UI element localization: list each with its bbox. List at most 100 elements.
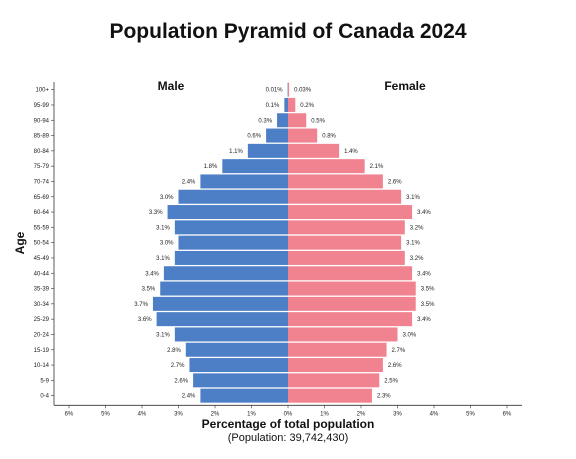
- age-tick-15-19: 15-19: [34, 348, 50, 354]
- bar-female-15-19: [288, 342, 387, 357]
- bar-female-50-54: [288, 235, 402, 250]
- age-tick-40-44: 40-44: [34, 271, 50, 277]
- bar-female-5-9: [288, 373, 380, 388]
- legend-male-label: Male: [158, 79, 185, 93]
- bar-male-55-59: [174, 220, 288, 235]
- bar-female-25-29: [288, 312, 413, 327]
- y-axis-title: Age: [13, 231, 27, 254]
- age-tick-65-69: 65-69: [34, 195, 50, 201]
- label-male-0-4: 2.4%: [182, 394, 196, 400]
- label-male-50-54: 3.0%: [160, 241, 174, 247]
- bar-female-85-89: [288, 128, 318, 143]
- age-tick-50-54: 50-54: [34, 241, 50, 247]
- bar-male-75-79: [222, 159, 288, 174]
- label-female-100+: 0.03%: [294, 88, 312, 94]
- label-male-30-34: 3.7%: [134, 302, 148, 308]
- label-female-40-44: 3.4%: [417, 271, 431, 277]
- bar-female-30-34: [288, 296, 416, 311]
- labels-layer: 0.01% 0.03% 0.1% 0.2% 0.3% 0.5% 0.6% 0.8% 1.1% 1.…: [134, 88, 435, 400]
- bar-male-15-19: [185, 342, 288, 357]
- bar-female-80-84: [288, 143, 340, 158]
- label-male-35-39: 3.5%: [142, 287, 156, 293]
- label-male-85-89: 0.6%: [247, 134, 261, 140]
- label-female-20-24: 3.0%: [403, 332, 417, 338]
- age-tick-10-14: 10-14: [34, 363, 50, 369]
- bar-female-20-24: [288, 327, 398, 342]
- bar-male-45-49: [174, 250, 288, 265]
- bar-female-55-59: [288, 220, 405, 235]
- bar-male-10-14: [189, 358, 288, 373]
- bar-female-70-74: [288, 174, 383, 189]
- label-female-95-99: 0.2%: [300, 103, 314, 109]
- label-male-20-24: 3.1%: [156, 332, 170, 338]
- bar-male-50-54: [178, 235, 288, 250]
- bar-male-90-94: [277, 113, 288, 128]
- bar-male-100+: [287, 82, 289, 97]
- age-tick-90-94: 90-94: [34, 118, 50, 124]
- bar-female-95-99: [288, 97, 296, 112]
- label-female-35-39: 3.5%: [421, 287, 435, 293]
- axes-layer: 100+ 95-99 90-94 85-89 80-84 75-79 70-74 65-69 6…: [34, 82, 522, 417]
- label-female-60-64: 3.4%: [417, 210, 431, 216]
- bar-male-65-69: [178, 189, 288, 204]
- label-male-65-69: 3.0%: [160, 195, 174, 201]
- bar-female-75-79: [288, 159, 365, 174]
- age-tick-55-59: 55-59: [34, 225, 50, 231]
- x-tick-label: 4%: [430, 411, 439, 417]
- age-tick-20-24: 20-24: [34, 332, 50, 338]
- bar-female-35-39: [288, 281, 416, 296]
- age-tick-35-39: 35-39: [34, 287, 50, 293]
- bar-male-20-24: [174, 327, 288, 342]
- label-female-65-69: 3.1%: [406, 195, 420, 201]
- x-tick-label: 2%: [211, 411, 220, 417]
- age-tick-0-4: 0-4: [40, 394, 49, 400]
- label-male-95-99: 0.1%: [266, 103, 280, 109]
- label-male-70-74: 2.4%: [182, 179, 196, 185]
- label-male-40-44: 3.4%: [145, 271, 159, 277]
- bar-female-60-64: [288, 205, 413, 220]
- age-tick-30-34: 30-34: [34, 302, 50, 308]
- label-male-15-19: 2.8%: [167, 348, 181, 354]
- age-tick-70-74: 70-74: [34, 179, 50, 185]
- age-tick-5-9: 5-9: [40, 378, 49, 384]
- label-female-45-49: 3.2%: [410, 256, 424, 262]
- label-male-45-49: 3.1%: [156, 256, 170, 262]
- age-tick-60-64: 60-64: [34, 210, 50, 216]
- bar-male-70-74: [200, 174, 288, 189]
- bar-female-40-44: [288, 266, 413, 281]
- label-male-75-79: 1.8%: [204, 164, 218, 170]
- label-female-75-79: 2.1%: [370, 164, 384, 170]
- label-female-55-59: 3.2%: [410, 225, 424, 231]
- x-tick-label: 6%: [503, 411, 512, 417]
- x-axis-title: Percentage of total population: [201, 417, 375, 431]
- label-female-15-19: 2.7%: [392, 348, 406, 354]
- x-tick-label: 3%: [393, 411, 402, 417]
- age-tick-80-84: 80-84: [34, 149, 50, 155]
- label-female-10-14: 2.6%: [388, 363, 402, 369]
- label-female-90-94: 0.5%: [311, 118, 325, 124]
- bars-layer: [152, 82, 416, 403]
- x-tick-label: 1%: [320, 411, 329, 417]
- age-tick-75-79: 75-79: [34, 164, 50, 170]
- age-tick-25-29: 25-29: [34, 317, 50, 323]
- bar-female-0-4: [288, 388, 372, 403]
- x-tick-label: 1%: [247, 411, 256, 417]
- bar-male-25-29: [156, 312, 288, 327]
- label-female-70-74: 2.6%: [388, 179, 402, 185]
- age-tick-45-49: 45-49: [34, 256, 50, 262]
- label-male-80-84: 1.1%: [229, 149, 243, 155]
- x-tick-label: 3%: [174, 411, 183, 417]
- bar-female-100+: [288, 82, 290, 97]
- label-male-60-64: 3.3%: [149, 210, 163, 216]
- x-tick-label: 2%: [357, 411, 366, 417]
- x-tick-label: 0%: [284, 411, 293, 417]
- label-male-25-29: 3.6%: [138, 317, 152, 323]
- label-female-25-29: 3.4%: [417, 317, 431, 323]
- x-tick-label: 5%: [101, 411, 110, 417]
- bar-male-30-34: [152, 296, 288, 311]
- label-female-50-54: 3.1%: [406, 241, 420, 247]
- bar-female-90-94: [288, 113, 307, 128]
- label-female-85-89: 0.8%: [322, 134, 336, 140]
- bar-male-85-89: [266, 128, 288, 143]
